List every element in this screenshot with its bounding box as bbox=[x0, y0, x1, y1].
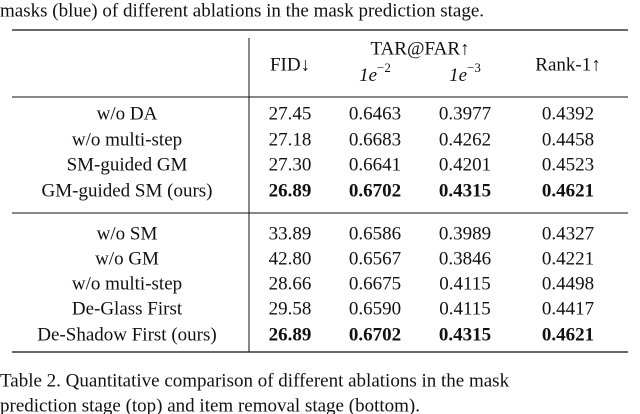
row-label: w/o multi-step bbox=[72, 129, 182, 150]
cell-value: 0.3989 bbox=[439, 223, 491, 244]
row-label: De-Glass First bbox=[72, 298, 183, 319]
cell-value: 0.4315 bbox=[439, 180, 491, 201]
caption-line: Table 2. Quantitative comparison of diff… bbox=[0, 370, 510, 391]
cell-value: 0.6641 bbox=[349, 154, 401, 175]
cell-value: 27.45 bbox=[269, 103, 312, 124]
cell-value: 0.4621 bbox=[542, 324, 594, 345]
header-far-level: 1e−3 bbox=[449, 60, 481, 86]
cell-value: 0.3846 bbox=[439, 248, 491, 269]
caption-line: prediction stage (top) and item removal … bbox=[0, 395, 420, 414]
cell-value: 0.4458 bbox=[542, 129, 594, 150]
row-label: w/o multi-step bbox=[72, 273, 182, 294]
cell-value: 42.80 bbox=[269, 248, 312, 269]
cell-value: 0.4221 bbox=[542, 248, 594, 269]
cell-value: 0.4417 bbox=[542, 298, 594, 319]
cell-value: 26.89 bbox=[269, 180, 312, 201]
cell-value: 0.6702 bbox=[349, 324, 401, 345]
cell-value: 0.4523 bbox=[542, 154, 594, 175]
cell-value: 0.4262 bbox=[439, 129, 491, 150]
cell-value: 0.6683 bbox=[349, 129, 401, 150]
header-rank1: Rank-1↑ bbox=[535, 54, 600, 75]
cell-value: 27.30 bbox=[269, 154, 312, 175]
cell-value: 0.4498 bbox=[542, 273, 594, 294]
cell-value: 0.6463 bbox=[349, 103, 401, 124]
cell-value: 0.6675 bbox=[349, 273, 401, 294]
cell-value: 0.4115 bbox=[439, 298, 491, 319]
cell-value: 0.6586 bbox=[349, 223, 401, 244]
cell-value: 0.4327 bbox=[542, 223, 594, 244]
cell-value: 0.4621 bbox=[542, 180, 594, 201]
cell-value: 0.6567 bbox=[349, 248, 401, 269]
cell-value: 26.89 bbox=[269, 324, 312, 345]
row-label: w/o GM bbox=[95, 248, 159, 269]
cell-value: 29.58 bbox=[269, 298, 312, 319]
header-far-level: 1e−2 bbox=[359, 60, 391, 86]
cell-value: 33.89 bbox=[269, 223, 312, 244]
header-tar-far: TAR@FAR↑ bbox=[370, 38, 469, 59]
far-exp: −3 bbox=[467, 60, 481, 75]
cell-value: 0.4201 bbox=[439, 154, 491, 175]
cell-value: 0.6702 bbox=[349, 180, 401, 201]
row-label: De-Shadow First (ours) bbox=[37, 324, 216, 345]
row-label: w/o SM bbox=[97, 223, 158, 244]
row-label: GM-guided SM (ours) bbox=[42, 180, 213, 201]
header-fid: FID↓ bbox=[270, 54, 310, 75]
cell-value: 0.4315 bbox=[439, 324, 491, 345]
cell-value: 0.4115 bbox=[439, 273, 491, 294]
far-base: 1e bbox=[359, 65, 377, 86]
row-label: w/o DA bbox=[97, 103, 158, 124]
cell-value: 28.66 bbox=[269, 273, 312, 294]
far-exp: −2 bbox=[377, 60, 391, 75]
intro-text: masks (blue) of different ablations in t… bbox=[0, 0, 484, 21]
cell-value: 0.3977 bbox=[439, 103, 491, 124]
cell-value: 0.6590 bbox=[349, 298, 401, 319]
cell-value: 0.4392 bbox=[542, 103, 594, 124]
row-label: SM-guided GM bbox=[67, 154, 188, 175]
cell-value: 27.18 bbox=[269, 129, 312, 150]
far-base: 1e bbox=[449, 65, 467, 86]
